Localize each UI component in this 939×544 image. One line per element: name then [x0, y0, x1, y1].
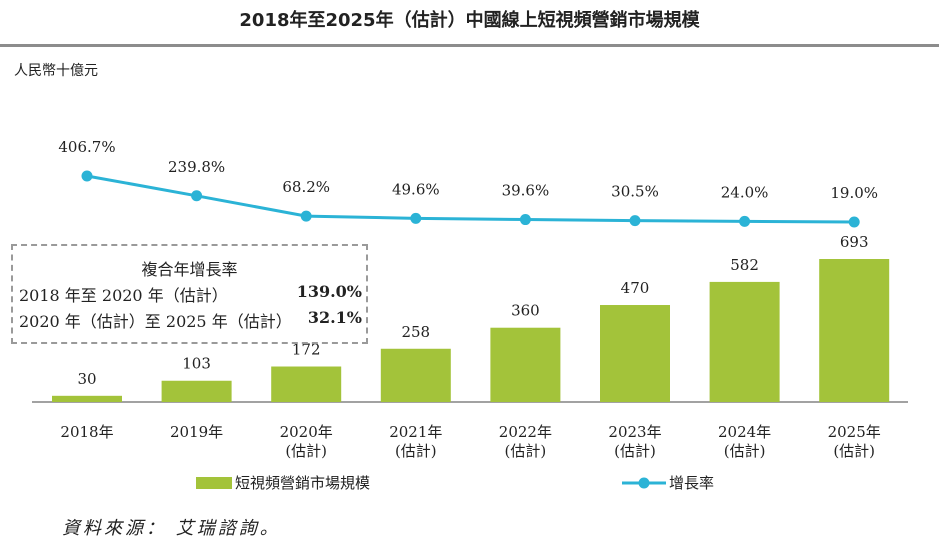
- growth-point: [519, 214, 531, 226]
- legend-bar: 短視頻營銷市場規模: [196, 472, 370, 493]
- cagr-label: 2020 年（估計）至 2025 年（估計）: [19, 312, 292, 331]
- x-tick-label: 2024年: [718, 423, 771, 441]
- growth-label: 30.5%: [611, 183, 659, 201]
- x-tick-label: (估計): [395, 442, 437, 460]
- growth-point: [191, 190, 203, 202]
- cagr-heading: 複合年增長率: [141, 260, 238, 279]
- bar: [161, 380, 232, 402]
- bar: [490, 327, 561, 402]
- legend-bar-swatch: [196, 476, 232, 489]
- legend-line: 增長率: [622, 472, 714, 493]
- title-rule: [0, 44, 939, 47]
- growth-label: 49.6%: [392, 180, 440, 198]
- growth-label: 406.7%: [58, 138, 115, 156]
- bar: [52, 395, 122, 402]
- x-tick-label: (估計): [285, 442, 327, 460]
- bar-value-label: 172: [292, 341, 321, 359]
- growth-line: [86, 174, 855, 224]
- bar: [271, 366, 342, 402]
- x-tick-label: (估計): [614, 442, 656, 460]
- bar: [819, 259, 890, 402]
- bar-value-label: 30: [77, 370, 96, 388]
- growth-point: [629, 215, 641, 227]
- bar-value-label: 258: [401, 323, 430, 341]
- growth-point: [410, 212, 422, 224]
- bar: [600, 305, 670, 402]
- cagr-row: 2018 年至 2020 年（估計） 139.0%: [13, 282, 366, 306]
- growth-label: 24.0%: [721, 183, 769, 201]
- bar: [709, 281, 780, 402]
- x-tick-label: 2021年: [389, 423, 442, 441]
- unit-label: 人民幣十億元: [14, 63, 98, 79]
- x-tick-label: 2019年: [170, 423, 223, 441]
- cagr-value: 139.0%: [296, 282, 362, 301]
- chart-title: 2018年至2025年（估計）中國線上短視頻營銷市場規模: [239, 10, 700, 31]
- x-tick-label: 2025年: [828, 423, 881, 441]
- bar: [380, 348, 451, 402]
- growth-point: [300, 210, 312, 222]
- growth-point: [848, 216, 860, 228]
- x-tick-label: 2022年: [499, 423, 552, 441]
- source-note: 資料來源： 艾瑞諮詢。: [62, 518, 281, 539]
- growth-label: 39.6%: [502, 182, 550, 200]
- cagr-box: 複合年增長率 2018 年至 2020 年（估計） 139.0% 2020 年（估…: [11, 244, 368, 344]
- legend-line-label: 增長率: [669, 474, 715, 492]
- growth-label: 68.2%: [282, 178, 330, 196]
- x-tick-label: 2020年: [280, 423, 333, 441]
- bar-value-label: 693: [840, 233, 869, 251]
- growth-label: 19.0%: [830, 184, 878, 202]
- cagr-value: 32.1%: [307, 308, 362, 327]
- legend-line-swatch: [622, 477, 666, 488]
- bar-value-label: 103: [182, 355, 211, 373]
- bar-value-label: 582: [730, 256, 759, 274]
- bar-value-label: 470: [621, 279, 650, 297]
- growth-point: [81, 170, 93, 182]
- growth-point: [739, 215, 751, 227]
- cagr-label: 2018 年至 2020 年（估計）: [19, 286, 228, 305]
- x-tick-label: (估計): [833, 442, 875, 460]
- legend-bar-label: 短視頻營銷市場規模: [235, 474, 371, 492]
- x-tick-label: 2023年: [608, 423, 661, 441]
- bar-value-label: 360: [511, 302, 540, 320]
- x-tick-label: (估計): [505, 442, 547, 460]
- x-tick-label: (估計): [724, 442, 766, 460]
- x-tick-label: 2018年: [60, 423, 113, 441]
- growth-label: 239.8%: [168, 158, 225, 176]
- cagr-row: 2020 年（估計）至 2025 年（估計） 32.1%: [13, 308, 366, 332]
